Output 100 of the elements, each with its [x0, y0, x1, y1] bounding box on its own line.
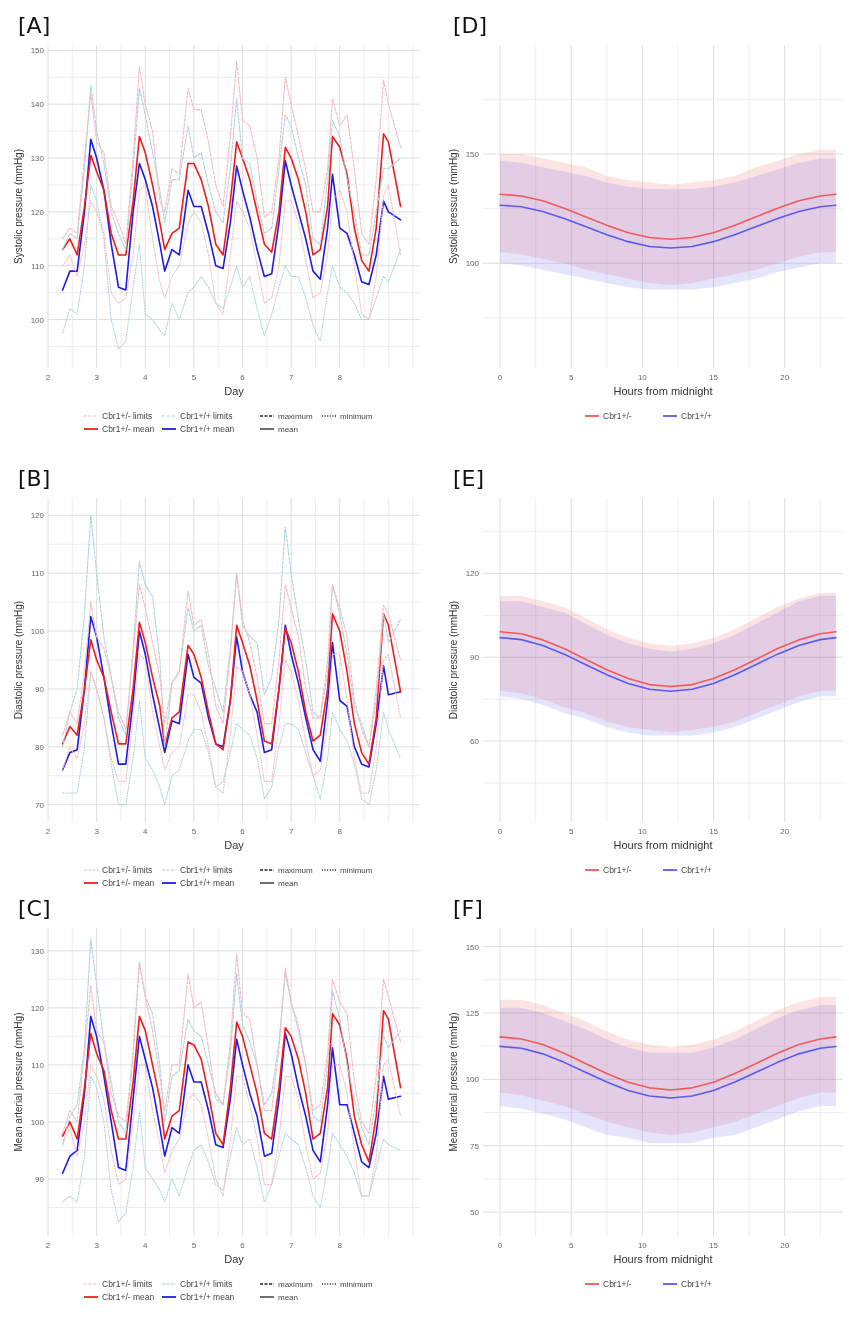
x-tick-label: 8 [337, 1241, 343, 1250]
x-tick-label: 3 [94, 373, 100, 382]
chart-title: [E] [453, 466, 485, 491]
x-tick-label: 2 [45, 827, 51, 836]
text: minimum [340, 412, 373, 421]
line-series [499, 636, 837, 693]
legend-label: Cbr1+/- limits [102, 411, 153, 421]
y-tick-label: 100 [30, 315, 45, 325]
y-axis-title: Diastolic pressure (mmHg) [448, 600, 459, 720]
y-tick-label: 120 [30, 511, 45, 521]
y-tick-label: 130 [30, 154, 45, 164]
x-tick-label: 6 [240, 373, 246, 382]
x-tick-label: 0 [497, 373, 503, 382]
x-tick-label: 2 [45, 1241, 51, 1250]
y-tick-label: 80 [35, 742, 45, 752]
x-tick-label: 5 [568, 827, 574, 836]
text: mean [278, 879, 299, 888]
y-tick-label: 75 [470, 1141, 480, 1151]
legend-label: Cbr1+/+ [681, 865, 712, 875]
x-tick-label: 15 [709, 1241, 719, 1250]
line-series [62, 572, 402, 748]
text: mean [278, 1293, 299, 1302]
x-tick-label: 10 [637, 827, 648, 836]
text: minimum [340, 1280, 373, 1289]
y-tick-label: 110 [31, 261, 45, 271]
y-tick-label: 120 [30, 207, 45, 217]
y-tick-label: 150 [465, 942, 480, 952]
line-series [499, 630, 837, 688]
y-axis-title: Systolic pressure (mmHg) [448, 148, 459, 265]
x-axis-title: Day [224, 1253, 245, 1265]
line-series [62, 184, 402, 321]
y-axis-title: Diastolic pressure (mmHg) [13, 600, 24, 720]
y-tick-label: 125 [465, 1008, 480, 1018]
x-tick-label: 3 [94, 827, 100, 836]
y-tick-label: 100 [30, 627, 45, 637]
legend-label: Cbr1+/- mean [102, 1292, 155, 1302]
x-tick-label: 4 [143, 373, 149, 382]
y-tick-label: 100 [30, 1117, 45, 1127]
x-tick-label: 5 [191, 373, 197, 382]
line-series [62, 1075, 402, 1223]
x-axis-title: Day [224, 839, 245, 851]
line-series [499, 193, 837, 241]
y-tick-label: 110 [31, 1060, 45, 1070]
legend-label: Cbr1+/+ mean [180, 424, 235, 434]
y-tick-label: 110 [31, 569, 45, 579]
x-tick-label: 7 [288, 373, 294, 382]
y-tick-label: 140 [30, 100, 45, 110]
text: maximum [278, 866, 313, 875]
line-series [61, 138, 402, 291]
legend-label: Cbr1+/- [603, 1279, 632, 1289]
x-tick-label: 5 [568, 1241, 574, 1250]
legend-label: Cbr1+/+ [681, 411, 712, 421]
x-tick-label: 5 [568, 373, 574, 382]
x-tick-label: 15 [709, 373, 719, 382]
chart-title: [C] [18, 896, 51, 921]
chart-title: [A] [18, 13, 51, 38]
line-series [499, 1036, 837, 1091]
legend-label: Cbr1+/- [603, 865, 632, 875]
legend-label: Cbr1+/- mean [102, 878, 155, 888]
x-tick-label: 2 [45, 373, 51, 382]
y-axis-title: Mean arterial pressure (mmHg) [448, 1012, 459, 1152]
text: mean [278, 425, 299, 434]
y-tick-label: 120 [30, 1003, 45, 1013]
line-series [62, 184, 402, 350]
chart-title: [B] [18, 466, 51, 491]
y-tick-label: 120 [465, 569, 480, 579]
legend-label: Cbr1+/+ limits [180, 1279, 233, 1289]
y-axis-title: Systolic pressure (mmHg) [13, 148, 24, 265]
chart-title: [F] [453, 896, 483, 921]
line-series [62, 671, 402, 806]
x-tick-label: 20 [780, 827, 790, 836]
x-axis-title: Day [224, 385, 245, 397]
legend-label: Cbr1+/- mean [102, 424, 155, 434]
x-axis-title: Hours from midnight [613, 385, 713, 397]
line-series [62, 1058, 402, 1197]
legend-label: Cbr1+/+ [681, 1279, 712, 1289]
y-tick-label: 90 [35, 1174, 45, 1184]
legend-label: Cbr1+/+ mean [180, 878, 235, 888]
text: minimum [340, 866, 373, 875]
y-tick-label: 100 [465, 1075, 480, 1085]
chart-title: [D] [453, 13, 488, 38]
x-tick-label: 7 [288, 827, 294, 836]
y-tick-label: 90 [35, 684, 45, 694]
x-tick-label: 5 [191, 1241, 197, 1250]
line-series [499, 1045, 837, 1099]
y-tick-label: 70 [35, 800, 45, 810]
line-series [62, 60, 402, 245]
legend-label: Cbr1+/+ limits [180, 411, 233, 421]
x-tick-label: 0 [497, 827, 503, 836]
y-axis-title: Mean arterial pressure (mmHg) [13, 1012, 24, 1152]
line-series [499, 204, 837, 249]
line-series [61, 133, 402, 272]
x-tick-label: 10 [637, 1241, 648, 1250]
y-tick-label: 150 [465, 150, 480, 160]
x-tick-label: 5 [191, 827, 197, 836]
x-tick-label: 10 [637, 373, 648, 382]
text: maximum [278, 1280, 313, 1289]
x-axis-title: Hours from midnight [613, 839, 713, 851]
legend-label: Cbr1+/- [603, 411, 632, 421]
x-tick-label: 20 [780, 1241, 790, 1250]
